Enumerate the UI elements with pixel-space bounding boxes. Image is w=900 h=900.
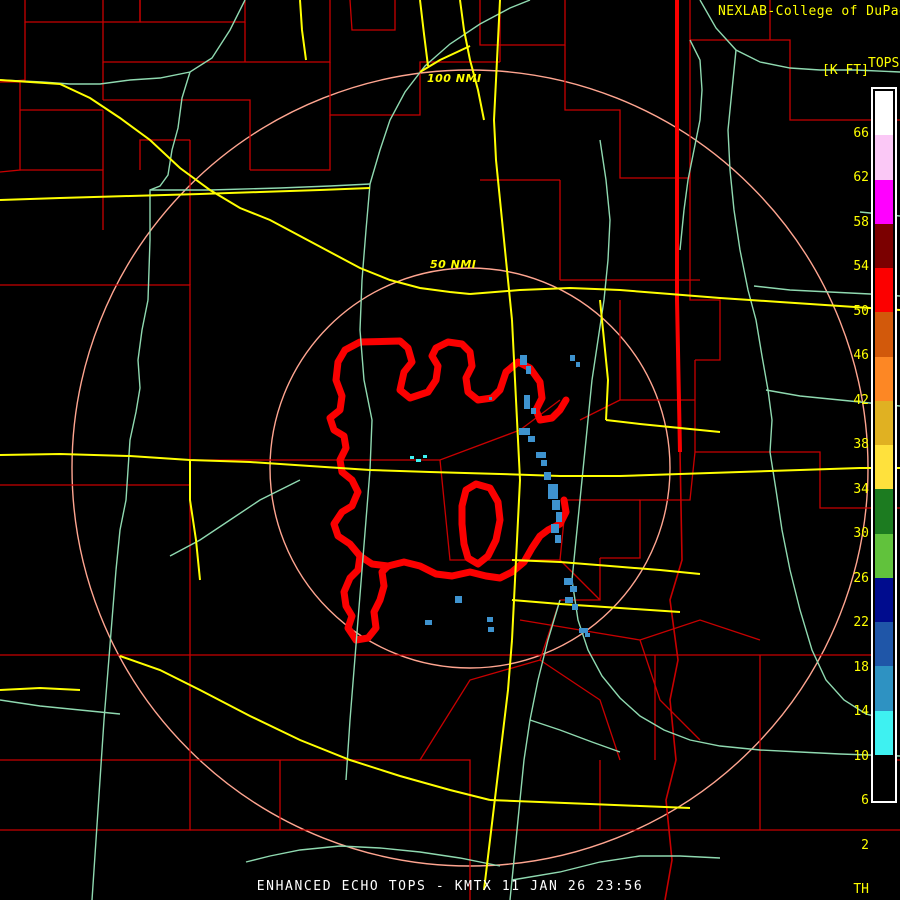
echo-cell <box>488 627 494 632</box>
colorbar-tick-2: 2 <box>861 839 869 852</box>
colorbar-tick-30: 30 <box>853 527 869 540</box>
colorbar-tick-10: 10 <box>853 750 869 763</box>
echo-cell <box>531 408 536 414</box>
echo-cell <box>564 578 573 585</box>
colorbar-tick-58: 58 <box>853 216 869 229</box>
colorbar-tick-14: 14 <box>853 705 869 718</box>
map-background <box>0 0 900 900</box>
radar-map-canvas <box>0 0 900 900</box>
colorbar-tick-62: 62 <box>853 171 869 184</box>
echo-cell <box>455 596 462 603</box>
colorbar-tick-34: 34 <box>853 483 869 496</box>
colorbar-band-70 <box>875 91 893 135</box>
colorbar-band-54 <box>875 268 893 312</box>
colorbar-tick-26: 26 <box>853 572 869 585</box>
echo-cell <box>552 500 560 510</box>
colorbar-tick-54: 54 <box>853 260 869 273</box>
echo-cell <box>526 366 531 374</box>
echo-cell <box>556 512 562 522</box>
colorbar-bands <box>875 91 893 799</box>
colorbar-band-62 <box>875 180 893 224</box>
echo-cell <box>544 472 551 480</box>
colorbar-tick-42: 42 <box>853 394 869 407</box>
echo-cell <box>528 436 535 442</box>
colorbar-units: [K FT] <box>822 63 869 78</box>
colorbar-tick-50: 50 <box>853 305 869 318</box>
echo-cell <box>572 604 578 610</box>
colorbar-band-34 <box>875 489 893 533</box>
colorbar-band-58 <box>875 224 893 268</box>
colorbar-band-38 <box>875 445 893 489</box>
colorbar-tick-66: 66 <box>853 127 869 140</box>
colorbar-band-TH <box>875 755 893 799</box>
echo-cell <box>555 535 561 543</box>
echo-cell <box>536 452 546 458</box>
colorbar-band-50 <box>875 312 893 356</box>
colorbar-tick-46: 46 <box>853 349 869 362</box>
colorbar-band-46 <box>875 357 893 401</box>
echo-cell <box>524 395 530 409</box>
range-ring-label-50nmi: 50 NMI <box>430 258 476 271</box>
echo-cell <box>487 617 493 622</box>
colorbar-tick-22: 22 <box>853 616 869 629</box>
echo-cell <box>425 620 432 625</box>
colorbar-band-26 <box>875 578 893 622</box>
colorbar-band-18 <box>875 666 893 710</box>
echo-cell <box>570 355 575 361</box>
echo-cell <box>423 455 427 458</box>
colorbar-tick-6: 6 <box>861 794 869 807</box>
echo-cell <box>551 524 559 533</box>
colorbar-band-22 <box>875 622 893 666</box>
radar-display: NEXLAB-College of DuPage✒ TOPS [K FT] 66… <box>0 0 900 900</box>
colorbar-title: TOPS <box>868 56 899 71</box>
echo-cell <box>579 628 588 633</box>
echo-cell <box>548 484 558 499</box>
colorbar-band-42 <box>875 401 893 445</box>
echo-cell <box>585 633 590 637</box>
echo-cell <box>410 456 414 459</box>
echo-cell <box>541 460 547 466</box>
echo-cell <box>489 397 492 400</box>
echo-cell <box>520 355 527 365</box>
colorbar-band-66 <box>875 135 893 179</box>
echo-cell <box>565 597 573 603</box>
range-ring-label-100nmi: 100 NMI <box>427 72 482 85</box>
colorbar <box>871 87 897 803</box>
credit-label: NEXLAB-College of DuPage✒ <box>718 4 900 19</box>
colorbar-tick-38: 38 <box>853 438 869 451</box>
echo-cell <box>519 428 530 435</box>
echo-cell <box>570 586 577 592</box>
credit-text: NEXLAB-College of DuPage <box>718 4 900 19</box>
echo-cell <box>576 362 580 367</box>
colorbar-band-14 <box>875 711 893 755</box>
product-footer: ENHANCED ECHO TOPS - KMTX 11 JAN 26 23:5… <box>0 879 900 894</box>
colorbar-band-30 <box>875 534 893 578</box>
colorbar-tick-18: 18 <box>853 661 869 674</box>
echo-cell <box>416 459 421 462</box>
